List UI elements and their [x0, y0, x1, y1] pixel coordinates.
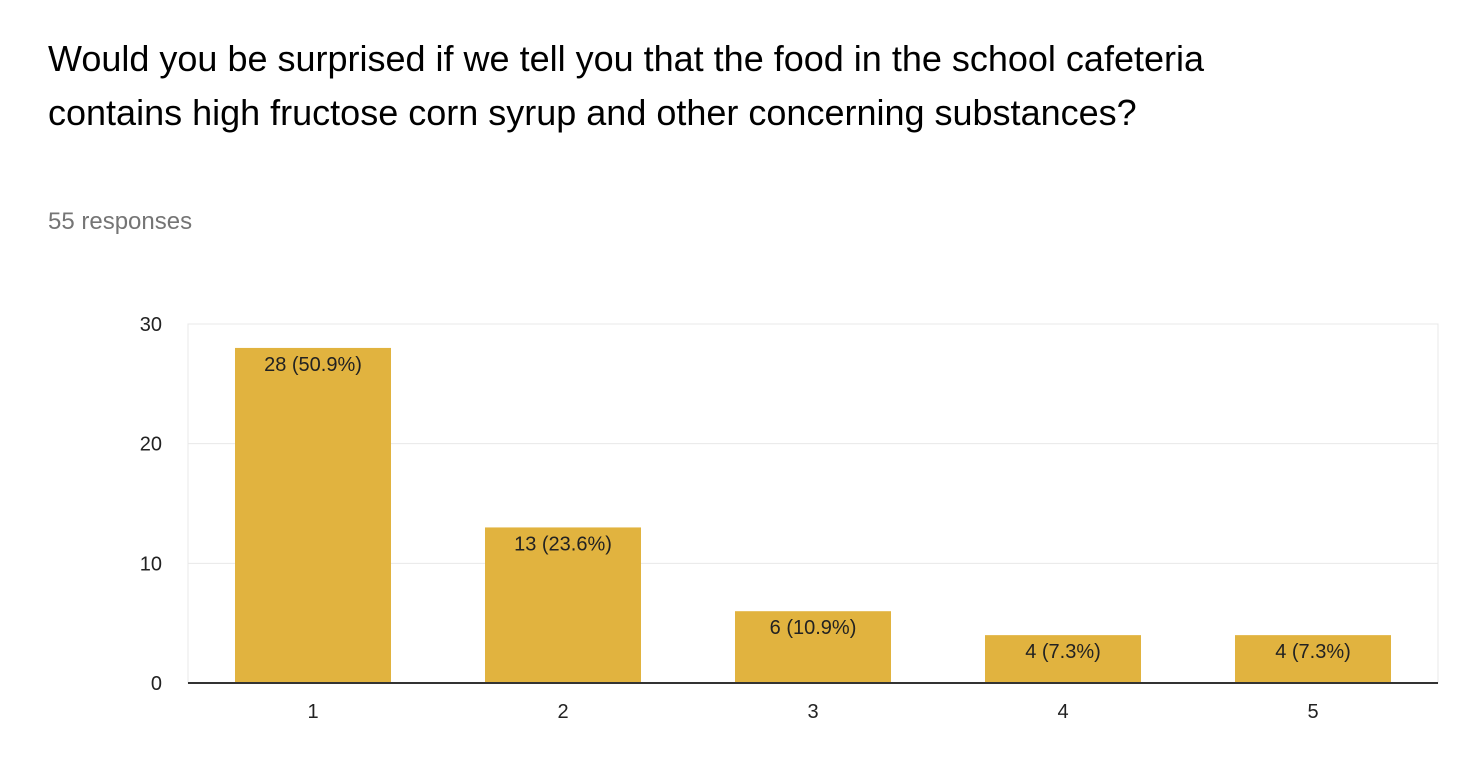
y-tick-label: 30 [140, 314, 162, 336]
bar-data-label: 4 (7.3%) [1025, 641, 1101, 663]
question-title: Would you be surprised if we tell you th… [48, 38, 1205, 133]
bar [235, 347, 391, 683]
response-count: 55 responses [48, 208, 193, 235]
bar [1235, 635, 1391, 683]
bar [985, 635, 1141, 683]
x-tick-label: 4 [1057, 701, 1068, 723]
y-tick-label: 10 [140, 553, 162, 575]
x-tick-label: 5 [1307, 701, 1318, 723]
x-tick-label: 3 [807, 701, 818, 723]
y-tick-label: 20 [140, 434, 162, 456]
bar-data-label: 28 (50.9%) [264, 354, 362, 376]
bar [485, 527, 641, 683]
bar [735, 611, 891, 683]
x-tick-label: 2 [557, 701, 568, 723]
bar-data-label: 13 (23.6%) [514, 533, 612, 555]
x-tick-label: 1 [307, 701, 318, 723]
y-tick-label: 0 [151, 673, 162, 695]
bar-data-label: 4 (7.3%) [1275, 641, 1351, 663]
bar-data-label: 6 (10.9%) [770, 617, 857, 639]
